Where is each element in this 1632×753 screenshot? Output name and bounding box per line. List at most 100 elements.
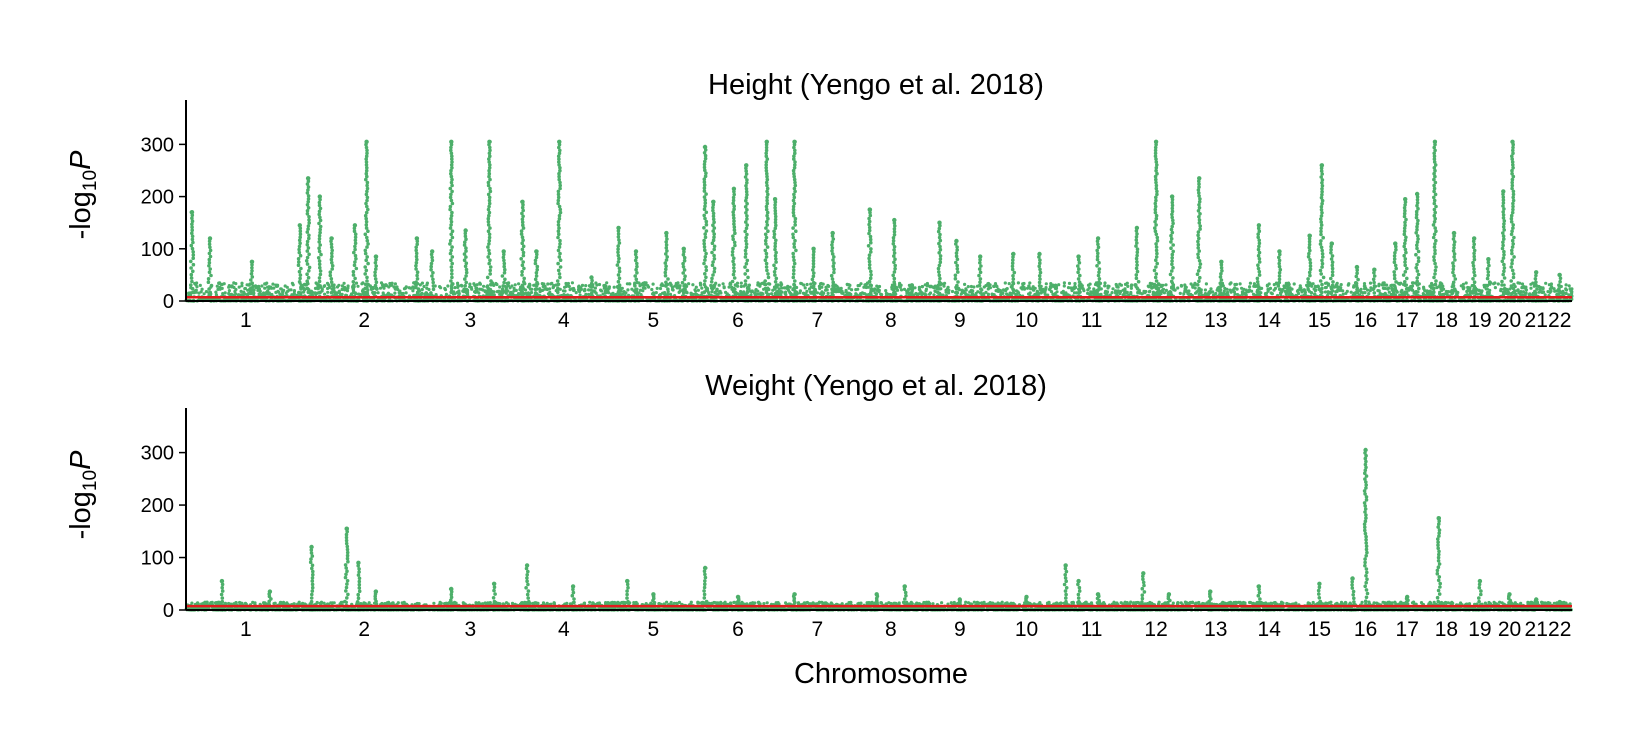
snp-point — [1164, 283, 1168, 287]
snp-point — [263, 286, 267, 290]
snp-point — [1296, 288, 1300, 292]
peak-point — [190, 237, 195, 242]
peak-point — [450, 177, 454, 182]
snp-point — [1215, 288, 1219, 292]
snp-point — [232, 285, 236, 290]
snp-point — [342, 281, 346, 285]
snp-point — [597, 282, 602, 287]
peak-point — [450, 275, 454, 280]
peak-point — [448, 204, 453, 209]
snp-point — [678, 286, 682, 290]
snp-point — [602, 286, 606, 290]
snp-point — [1528, 292, 1532, 296]
snp-point — [506, 284, 510, 288]
snp-point — [1269, 291, 1273, 295]
peak-point — [430, 255, 434, 260]
snp-point — [696, 288, 701, 292]
snp-point — [699, 283, 703, 287]
peak-point — [190, 231, 194, 236]
snp-point — [242, 290, 246, 294]
peak-point — [206, 280, 211, 285]
peak-point — [305, 262, 310, 266]
snp-point — [1067, 281, 1072, 285]
peak-point — [208, 290, 212, 295]
snp-point — [899, 288, 904, 292]
snp-point — [879, 293, 884, 297]
snp-point — [568, 288, 572, 292]
snp-point — [982, 285, 986, 289]
snp-point — [477, 291, 481, 295]
panel-height-marks — [184, 139, 1574, 303]
peak-point — [330, 267, 335, 271]
snp-point — [1021, 282, 1025, 286]
snp-point — [1186, 290, 1190, 294]
snp-point — [490, 293, 494, 297]
snp-point — [724, 290, 728, 294]
peak-point — [297, 247, 301, 252]
snp-point — [1248, 281, 1252, 285]
snp-point — [1334, 285, 1338, 289]
snp-point — [1440, 292, 1445, 297]
snp-point — [1363, 291, 1367, 295]
snp-point — [1203, 288, 1207, 292]
peak-point — [449, 223, 453, 227]
snp-point — [1529, 286, 1533, 290]
snp-point — [933, 289, 937, 293]
snp-point — [805, 282, 809, 287]
peak-point — [416, 287, 421, 291]
peak-point — [351, 287, 356, 291]
peak-point — [364, 192, 369, 197]
peak-point — [328, 270, 333, 275]
snp-point — [1195, 290, 1199, 294]
peak-point — [305, 249, 310, 253]
snp-point — [358, 292, 362, 296]
peak-point — [365, 238, 370, 243]
snp-point — [1151, 290, 1155, 294]
snp-point — [676, 281, 680, 285]
peak-point — [297, 269, 302, 274]
snp-point — [1366, 288, 1370, 292]
snp-point — [1298, 284, 1302, 288]
peak-point — [317, 279, 322, 284]
peak-point — [251, 284, 255, 289]
snp-point — [517, 282, 521, 286]
ylabel-sub: 10 — [80, 170, 101, 191]
snp-point — [233, 289, 237, 294]
snp-point — [1475, 288, 1479, 292]
snp-point — [272, 286, 276, 290]
snp-point — [378, 286, 383, 290]
peak-point — [208, 248, 213, 253]
snp-point — [780, 290, 784, 294]
peak-point — [316, 283, 321, 287]
peak-top-point — [430, 249, 435, 254]
snp-point — [1206, 293, 1210, 297]
snp-point — [193, 290, 197, 294]
peak-point — [449, 213, 454, 218]
snp-point — [420, 287, 424, 292]
snp-point — [578, 289, 582, 293]
peak-point — [307, 269, 311, 273]
snp-point — [1204, 282, 1208, 286]
snp-point — [1544, 281, 1548, 285]
snp-point — [530, 287, 534, 291]
snp-point — [509, 290, 513, 294]
snp-point — [1020, 287, 1024, 291]
snp-point — [1214, 291, 1218, 296]
peak-point — [364, 220, 369, 224]
snp-point — [1191, 284, 1195, 288]
peak-point — [328, 273, 333, 278]
peak-point — [305, 203, 310, 207]
peak-point — [190, 279, 194, 284]
snp-point — [291, 283, 295, 287]
peak-point — [306, 246, 311, 250]
snp-point — [932, 293, 936, 297]
snp-point — [1129, 290, 1133, 295]
peak-point — [330, 254, 334, 259]
peak-point — [429, 291, 433, 295]
peak-point — [319, 252, 323, 257]
panel-height: Height (Yengo et al. 2018) -log10P 01002… — [65, 69, 1574, 332]
snp-point — [1516, 288, 1520, 293]
snp-point — [1341, 289, 1345, 293]
snp-point — [1105, 290, 1110, 294]
snp-point — [492, 283, 496, 287]
